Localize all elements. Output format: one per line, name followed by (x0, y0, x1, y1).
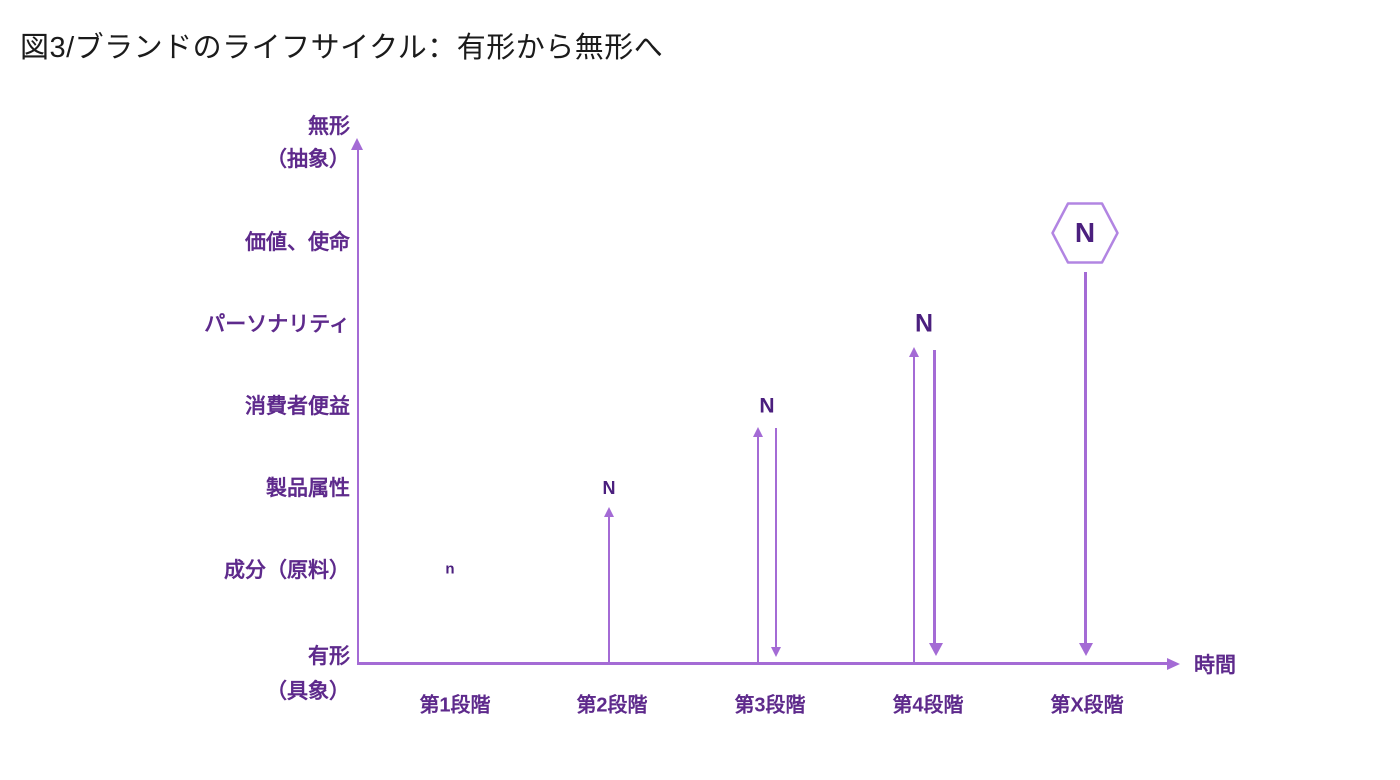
stage4-down-arrowhead-icon (929, 643, 943, 656)
stage4-up-arrowhead-icon (909, 347, 919, 357)
stage-label-x: 第X段階 (1050, 694, 1124, 717)
stage2-up-arrow-shaft (608, 517, 610, 663)
x-axis-line (356, 662, 1169, 665)
stage1-marker-letter: n (445, 560, 455, 578)
y-axis-level-label-consumer-benefit: 消費者便益 (245, 395, 350, 418)
stage2-up-arrowhead-icon (604, 507, 614, 517)
y-axis-bottom-label-line1: 有形 (308, 645, 350, 668)
stagex-down-arrowhead-icon (1079, 643, 1093, 656)
stage-label-4: 第4段階 (892, 694, 964, 717)
stage3-down-arrow-shaft (775, 428, 777, 647)
figure-title: 図3/ブランドのライフサイクル：有形から無形へ (20, 32, 664, 64)
x-axis-title: 時間 (1194, 654, 1236, 677)
stagex-down-arrow-shaft (1084, 272, 1087, 643)
y-axis-line (356, 149, 359, 665)
y-axis-top-label-line1: 無形 (308, 115, 350, 138)
y-axis-bottom-label-line2: （具象） (266, 680, 350, 703)
stagex-marker-letter: N (1074, 217, 1096, 248)
stage4-down-arrow-shaft (933, 350, 936, 643)
stage-label-1: 第1段階 (419, 694, 491, 717)
stage-label-2: 第2段階 (576, 694, 648, 717)
y-axis-level-label-personality: パーソナリティ (204, 313, 350, 336)
x-axis-arrowhead-icon (1167, 657, 1180, 670)
stagex-hexagon-shape (1051, 202, 1119, 264)
y-axis-level-label-product-attribute: 製品属性 (266, 477, 350, 500)
y-axis-level-label-ingredients: 成分（原料） (224, 559, 350, 582)
stage3-down-arrowhead-icon (771, 647, 781, 657)
stage4-marker-letter: N (914, 309, 934, 338)
stage3-up-arrow-shaft (757, 437, 759, 663)
stage3-marker-letter: N (759, 394, 775, 418)
stage-label-3: 第3段階 (734, 694, 806, 717)
y-axis-top-label-line2: （抽象） (266, 148, 350, 171)
stage4-up-arrow-shaft (913, 357, 915, 663)
stage2-marker-letter: N (602, 478, 616, 498)
stage3-up-arrowhead-icon (753, 427, 763, 437)
y-axis-arrowhead-icon (351, 138, 363, 150)
y-axis-level-label-value-mission: 価値、使命 (245, 231, 350, 254)
